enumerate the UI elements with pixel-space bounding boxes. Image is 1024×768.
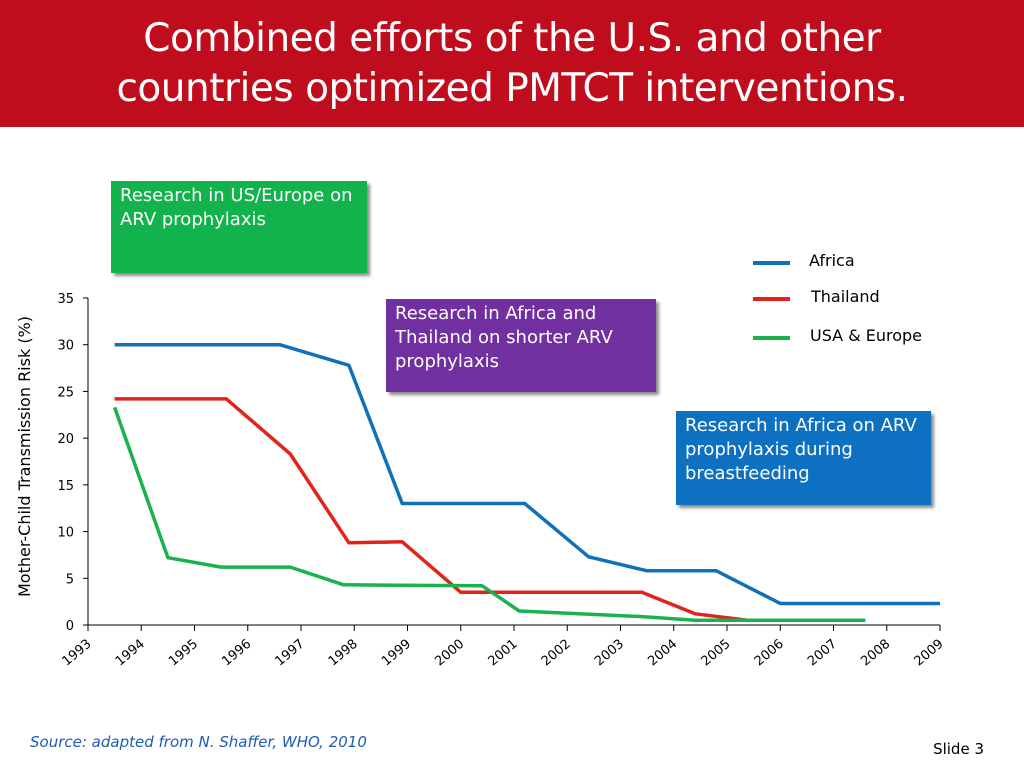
title-bar: Combined efforts of the U.S. and other c…: [0, 0, 1024, 127]
x-tick-label: 1993: [60, 637, 95, 670]
series-line-usa-europe: [112, 406, 866, 623]
legend-swatch-africa: [753, 261, 790, 265]
x-tick-label: 2007: [805, 637, 840, 670]
y-axis-title: Mother-Child Transmission Risk (%): [15, 316, 34, 597]
x-tick-label: 1999: [379, 637, 414, 670]
legend-label-usa-europe: USA & Europe: [810, 326, 923, 345]
legend-label-thailand: Thailand: [811, 287, 880, 306]
y-tick-label: 5: [66, 572, 74, 587]
x-tick-label: 1996: [219, 637, 254, 670]
legend-swatch-thailand: [753, 297, 790, 301]
x-tick-label: 2009: [912, 637, 947, 670]
y-tick-label: 15: [57, 479, 74, 494]
slide-number: Slide 3: [933, 740, 984, 758]
slide-title-line-1: Combined efforts of the U.S. and other: [143, 16, 881, 61]
x-tick-label: 1998: [326, 637, 361, 670]
x-tick-label: 2000: [432, 637, 467, 670]
y-tick-label: 30: [57, 339, 74, 354]
legend-label-africa: Africa: [809, 251, 855, 270]
x-tick-label: 2004: [645, 637, 680, 670]
callout-us-europe-research: Research in US/Europe on ARV prophylaxis: [111, 181, 367, 273]
x-tick-label: 2005: [699, 637, 734, 670]
x-tick-label: 2006: [752, 637, 787, 670]
source-citation: Source: adapted from N. Shaffer, WHO, 20…: [30, 733, 367, 751]
y-tick-label: 20: [57, 432, 74, 447]
x-tick-label: 1997: [273, 637, 308, 670]
x-tick-label: 2003: [592, 637, 627, 670]
y-tick-label: 35: [57, 292, 74, 307]
series-line-thailand: [114, 397, 813, 623]
x-tick-label: 2008: [858, 637, 893, 670]
x-tick-label: 2001: [486, 637, 521, 670]
x-tick-label: 2002: [539, 637, 574, 670]
callout-africa-breastfeeding-research: Research in Africa on ARV prophylaxis du…: [676, 411, 931, 505]
series-line-africa: [114, 342, 940, 606]
slide-title-line-2: countries optimized PMTCT interventions.: [116, 66, 908, 111]
y-tick-label: 10: [57, 526, 74, 541]
y-tick-label: 0: [66, 619, 74, 634]
legend-swatch-usa-europe: [753, 336, 790, 340]
x-tick-label: 1994: [113, 637, 148, 670]
callout-africa-thailand-research: Research in Africa and Thailand on short…: [386, 299, 656, 392]
x-tick-label: 1995: [166, 637, 201, 670]
y-tick-label: 25: [57, 385, 74, 400]
